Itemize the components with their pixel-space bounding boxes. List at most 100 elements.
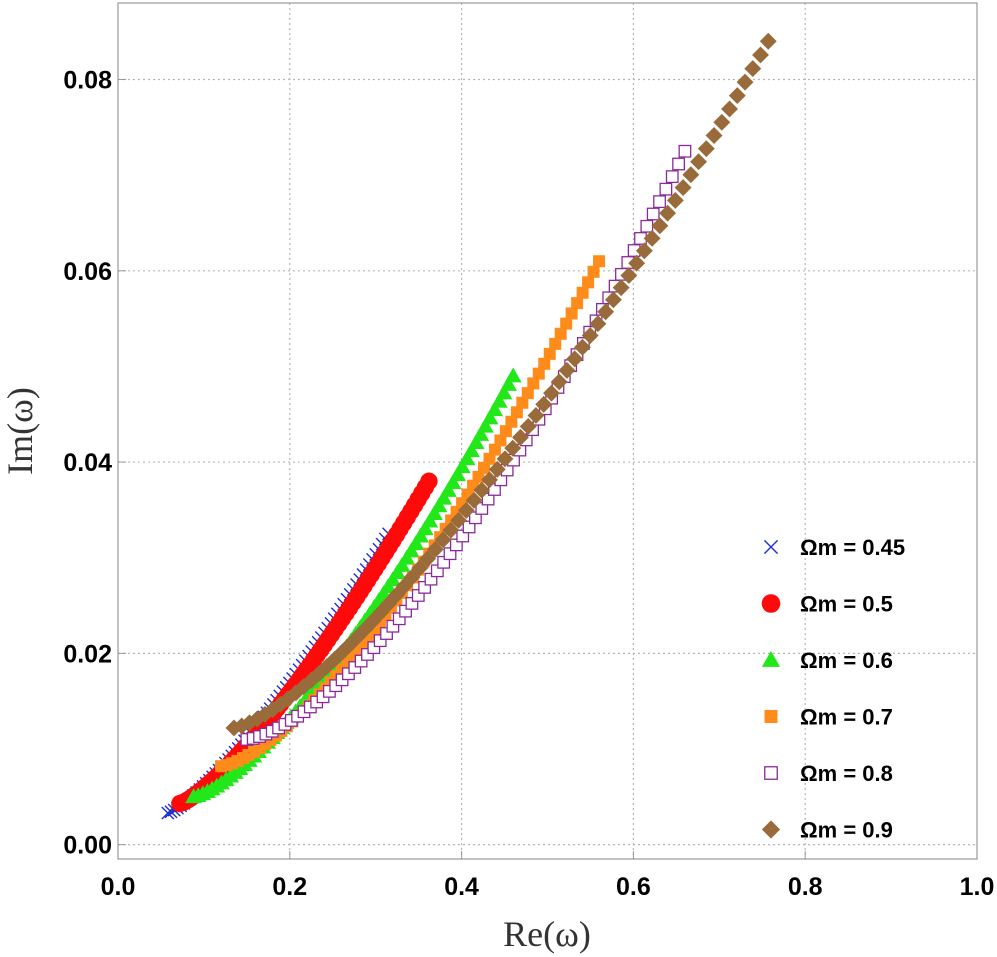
data-point — [302, 671, 320, 689]
x-tick-label: 1.0 — [960, 873, 995, 901]
data-point — [678, 144, 692, 158]
data-point — [759, 32, 777, 50]
data-point — [651, 217, 669, 235]
data-point — [465, 491, 483, 509]
data-point — [421, 512, 439, 528]
x-axis-title: Re(ω) — [503, 914, 591, 954]
x-tick-label: 0.0 — [101, 873, 136, 901]
data-point — [582, 276, 595, 289]
data-point — [496, 450, 514, 468]
data-point — [713, 113, 731, 131]
data-point — [628, 254, 646, 272]
data-point — [504, 367, 522, 383]
data-point — [430, 497, 448, 513]
plot-frame — [117, 2, 978, 860]
data-point — [453, 458, 471, 474]
x-tick-label: 0.2 — [272, 873, 307, 901]
data-point — [407, 535, 425, 550]
data-point — [161, 806, 175, 820]
data-point — [494, 434, 507, 447]
legend-swatch — [761, 594, 781, 613]
legend-entry: Ωm = 0.9 — [800, 818, 893, 843]
data-point — [587, 265, 600, 278]
data-point — [558, 361, 576, 379]
data-point — [672, 157, 686, 171]
data-point — [690, 153, 708, 171]
x-tick-label: 0.8 — [788, 873, 823, 901]
y-tick-label: 0.06 — [63, 258, 112, 286]
legend-entry: Ωm = 0.6 — [800, 648, 893, 673]
data-point — [593, 255, 606, 268]
legend-swatch — [761, 820, 781, 839]
data-point — [527, 377, 540, 390]
legend-entry: Ωm = 0.5 — [800, 592, 893, 617]
data-point — [416, 520, 434, 536]
data-point — [566, 350, 584, 368]
legend-swatch — [764, 710, 778, 723]
data-point — [248, 710, 266, 728]
data-point — [659, 182, 673, 196]
x-tick-label: 0.4 — [444, 873, 479, 901]
data-point — [736, 73, 754, 91]
legend-entry: Ωm = 0.8 — [800, 761, 893, 786]
data-point — [535, 395, 553, 413]
data-point — [550, 373, 568, 391]
data-series — [161, 32, 777, 820]
data-point — [467, 434, 485, 450]
data-point — [576, 286, 589, 299]
data-point — [728, 87, 746, 105]
data-point — [333, 643, 351, 661]
series-2 — [185, 367, 522, 804]
data-point — [435, 489, 453, 505]
data-point — [554, 327, 567, 340]
data-point — [426, 540, 444, 558]
data-point — [504, 439, 522, 457]
data-point — [565, 307, 578, 320]
data-point — [481, 471, 498, 489]
data-point — [241, 714, 258, 732]
data-point — [597, 303, 615, 321]
legend-swatch — [764, 766, 778, 780]
data-point — [450, 505, 463, 518]
data-point — [481, 409, 499, 425]
data-point — [349, 628, 367, 646]
data-point — [458, 450, 476, 466]
data-point — [573, 338, 591, 356]
data-point — [538, 357, 551, 370]
x-tick-label: 0.6 — [616, 873, 651, 901]
y-axis-title: Im(ω) — [0, 387, 40, 475]
data-point — [478, 461, 491, 474]
data-point — [521, 387, 534, 400]
data-point — [532, 367, 545, 380]
data-point — [450, 511, 467, 529]
data-point — [653, 195, 666, 209]
data-point — [419, 550, 437, 568]
data-point — [560, 317, 573, 330]
data-point — [571, 297, 584, 310]
legend-swatch — [761, 650, 781, 667]
data-point — [505, 415, 518, 428]
legend-swatch — [763, 539, 779, 555]
data-point — [643, 229, 661, 247]
data-point — [744, 60, 762, 78]
data-point — [512, 428, 529, 446]
data-point — [612, 279, 630, 297]
series-5 — [225, 32, 777, 737]
legend-entry: Ωm = 0.7 — [800, 705, 893, 730]
series-1 — [171, 472, 438, 813]
y-tick-label: 0.00 — [63, 832, 112, 860]
data-point — [439, 482, 457, 497]
data-point — [640, 219, 654, 233]
data-point — [697, 140, 715, 158]
data-point — [442, 521, 460, 539]
data-point — [403, 568, 421, 586]
data-point — [486, 401, 504, 417]
data-point — [549, 337, 562, 350]
data-point — [527, 407, 545, 424]
data-point — [357, 620, 375, 638]
data-point — [519, 418, 537, 435]
data-point — [463, 442, 480, 458]
data-point — [646, 207, 660, 221]
data-point — [434, 531, 452, 549]
data-point — [589, 315, 607, 333]
